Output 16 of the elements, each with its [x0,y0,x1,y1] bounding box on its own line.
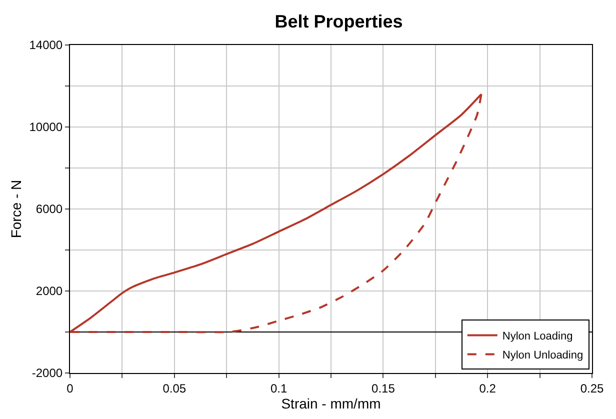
x-tick-label: 0 [66,381,74,396]
chart-title: Belt Properties [274,11,403,32]
x-tick-label: 0.2 [479,381,496,396]
legend-label: Nylon Loading [502,330,573,343]
x-tick-label: 0.05 [162,381,186,396]
y-tick-label: -2000 [32,366,63,380]
y-tick-label: 6000 [36,202,63,216]
y-axis-title: Force - N [8,180,24,238]
y-tick-label: 14000 [29,38,63,52]
x-axis-title: Strain - mm/mm [281,395,381,412]
x-tick-label: 0.25 [580,381,604,396]
x-tick-label: 0.1 [270,381,288,396]
y-tick-label: 2000 [36,284,63,298]
x-tick-label: 0.15 [372,381,396,396]
y-tick-label: 10000 [29,120,63,134]
legend-label: Nylon Unloading [502,350,584,362]
